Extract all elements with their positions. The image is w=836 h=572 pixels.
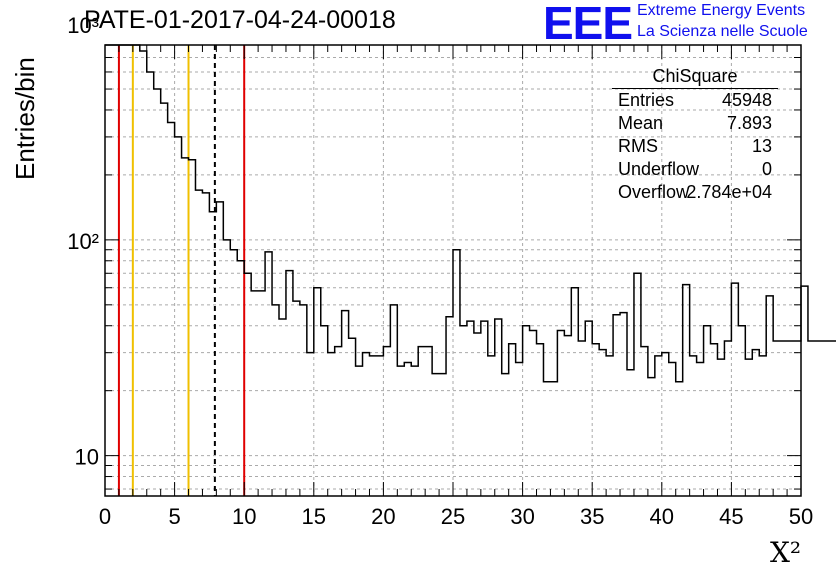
stats-row-underflow: Underflow 0 [612, 158, 778, 181]
plot-title: PATE-01-2017-04-24-00018 [84, 6, 396, 34]
x-tick-label: 40 [650, 504, 674, 529]
x-tick-label: 20 [371, 504, 395, 529]
x-tick-label: 30 [510, 504, 534, 529]
x-axis-label: X² [770, 536, 802, 569]
stats-value: 13 [751, 136, 772, 156]
y-tick-label: 10³ [67, 13, 99, 38]
stats-key: Underflow [618, 159, 700, 179]
y-axis-label: Entries/bin [10, 57, 40, 180]
x-tick-label: 10 [232, 504, 256, 529]
x-tick-label: 5 [168, 504, 180, 529]
y-tick-label: 10² [67, 229, 99, 254]
stats-key: RMS [618, 136, 658, 156]
stats-row-entries: Entries 45948 [612, 89, 778, 112]
stats-row-overflow: Overflow 2.784e+04 [612, 181, 778, 204]
x-tick-label: 15 [302, 504, 326, 529]
stats-row-rms: RMS 13 [612, 135, 778, 158]
stats-title: ChiSquare [612, 66, 778, 89]
stats-key: Overflow [618, 182, 690, 202]
stats-key: Mean [618, 113, 664, 133]
stats-box: ChiSquare Entries 45948 Mean 7.893 RMS 13 U… [612, 66, 778, 204]
stats-value: 2.784e+04 [686, 182, 772, 202]
stats-key: Entries [618, 90, 675, 110]
x-tick-label: 45 [719, 504, 743, 529]
stats-value: 0 [761, 159, 772, 179]
eee-logo-line1: Extreme Energy Events [637, 2, 806, 19]
x-tick-label: 0 [99, 504, 111, 529]
eee-logo: EEE [543, 0, 633, 49]
eee-logo-line2: La Scienza nelle Scuole [637, 23, 808, 40]
histogram-series [105, 44, 836, 383]
stats-value: 45948 [721, 90, 772, 110]
y-tick-label: 10 [75, 445, 99, 470]
x-tick-label: 25 [441, 504, 465, 529]
stats-row-mean: Mean 7.893 [612, 112, 778, 135]
x-tick-label: 50 [789, 504, 813, 529]
stats-value: 7.893 [726, 113, 772, 133]
x-tick-label: 35 [580, 504, 604, 529]
